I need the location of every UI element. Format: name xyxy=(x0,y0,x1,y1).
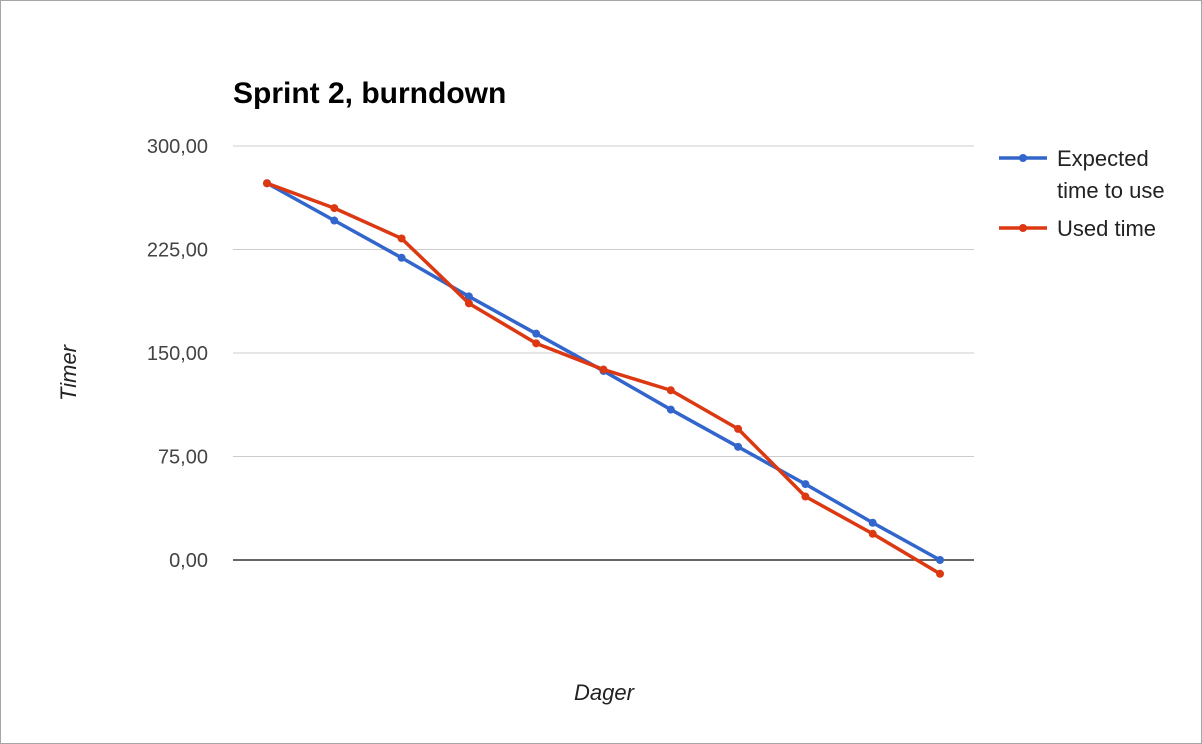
series-used xyxy=(263,179,944,578)
x-axis-title: Dager xyxy=(574,680,636,705)
data-point[interactable] xyxy=(936,556,944,564)
data-point[interactable] xyxy=(666,386,675,395)
y-tick-label: 225,00 xyxy=(147,240,208,262)
data-point[interactable] xyxy=(330,216,339,225)
legend-label: time to use xyxy=(1057,178,1165,203)
series-line xyxy=(265,181,942,576)
y-axis-title: Timer xyxy=(56,343,81,401)
legend-item-used[interactable]: Used time xyxy=(999,216,1156,241)
data-point[interactable] xyxy=(263,179,271,188)
y-tick-labels: 0,00 75,00 150,00 225,00 300,00 xyxy=(147,136,208,572)
legend-item-expected[interactable]: Expected time to use xyxy=(999,146,1165,203)
data-point[interactable] xyxy=(666,405,675,414)
data-point[interactable] xyxy=(734,442,743,451)
chart-title: Sprint 2, burndown xyxy=(233,77,506,110)
data-point[interactable] xyxy=(734,424,743,433)
legend-label: Used time xyxy=(1057,216,1156,241)
legend-swatch-marker xyxy=(1019,224,1027,232)
data-point[interactable] xyxy=(868,529,877,538)
data-point[interactable] xyxy=(397,234,406,243)
y-tick-label: 75,00 xyxy=(158,447,208,469)
y-tick-label: 0,00 xyxy=(169,550,208,572)
data-point[interactable] xyxy=(532,329,541,338)
legend-label: Expected xyxy=(1057,146,1149,171)
data-point[interactable] xyxy=(801,480,810,489)
series-lines xyxy=(263,179,944,578)
legend-swatch-marker xyxy=(1019,154,1027,162)
data-point[interactable] xyxy=(801,492,810,501)
y-tick-label: 150,00 xyxy=(147,343,208,365)
y-tick-label: 300,00 xyxy=(147,136,208,158)
data-point[interactable] xyxy=(599,365,608,374)
data-point[interactable] xyxy=(868,518,877,527)
data-point[interactable] xyxy=(532,339,541,348)
data-point[interactable] xyxy=(464,299,473,308)
legend[interactable]: Expected time to use Used time xyxy=(999,146,1165,241)
data-point[interactable] xyxy=(464,292,473,301)
gridlines xyxy=(233,145,974,561)
data-point[interactable] xyxy=(936,569,944,578)
data-point[interactable] xyxy=(330,204,339,213)
data-point[interactable] xyxy=(397,253,406,262)
